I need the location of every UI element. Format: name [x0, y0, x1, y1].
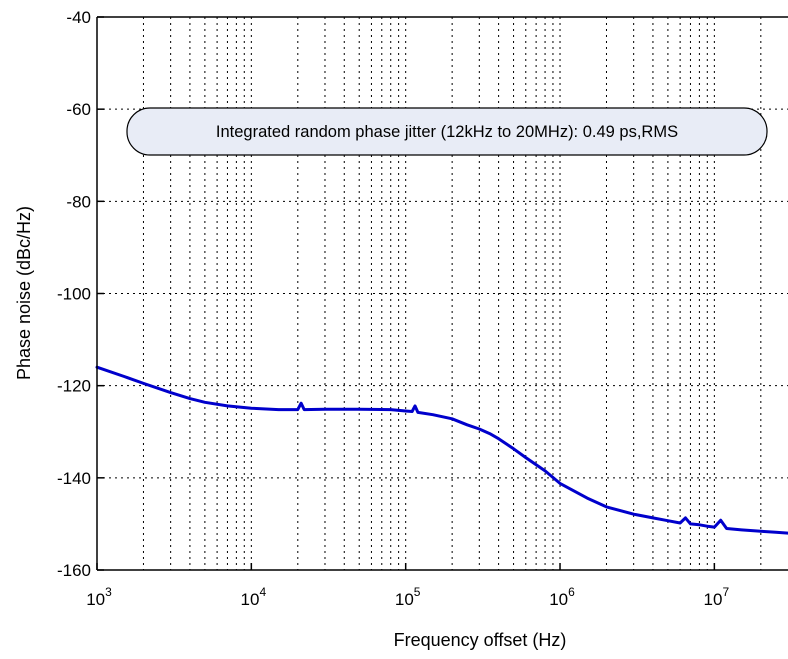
x-tick-label: 107 [704, 585, 730, 609]
annotation-box: Integrated random phase jitter (12kHz to… [126, 107, 768, 156]
series-line-0 [95, 365, 788, 535]
x-tick-label: 106 [549, 585, 575, 609]
series-layer [95, 365, 788, 535]
x-tick-label: 105 [395, 585, 421, 609]
y-tick-label: -160 [57, 561, 91, 580]
y-tick-label: -120 [57, 377, 91, 396]
x-axis-label: Frequency offset (Hz) [394, 630, 567, 650]
x-tick-label: 103 [86, 585, 112, 609]
annotation-text: Integrated random phase jitter (12kHz to… [216, 123, 678, 141]
y-tick-label: -100 [57, 285, 91, 304]
y-tick-label: -140 [57, 469, 91, 488]
y-axis-label: Phase noise (dBc/Hz) [14, 206, 34, 380]
x-tick-label: 104 [241, 585, 267, 609]
x-axis-ticks: 103 104 105 106 107 [86, 563, 729, 609]
y-tick-label: -40 [66, 8, 91, 27]
y-tick-label: -60 [66, 100, 91, 119]
y-axis-ticks: -40 -60 -80 -100 -120 -140 -160 [57, 8, 104, 580]
grid-lines [97, 17, 788, 570]
y-tick-label: -80 [66, 192, 91, 211]
